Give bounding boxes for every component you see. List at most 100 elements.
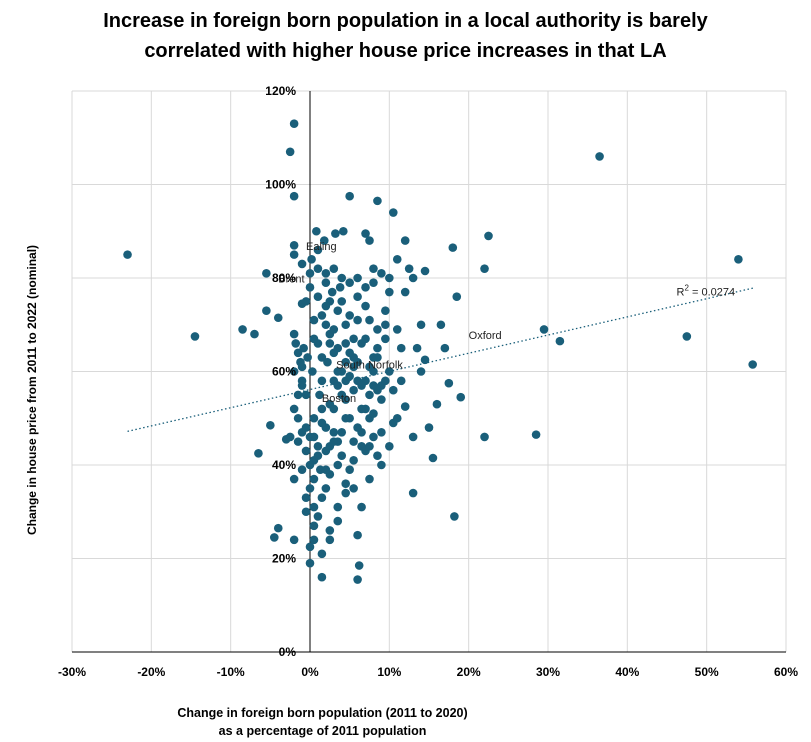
- data-point-20: [291, 339, 301, 348]
- data-point-219: [305, 269, 315, 278]
- data-point-104: [424, 423, 434, 432]
- data-point-126: [309, 413, 319, 423]
- data-point-72: [353, 575, 362, 584]
- data-point-161: [333, 343, 343, 353]
- data-point-10: [273, 523, 283, 533]
- r-squared-label: R2 = 0.0274: [677, 283, 736, 298]
- data-point-58: [335, 283, 345, 292]
- data-point-228: [365, 362, 374, 372]
- data-point-84: [373, 325, 382, 334]
- data-point-111: [450, 512, 459, 521]
- data-point-180: [309, 432, 319, 442]
- data-point-68: [349, 484, 358, 493]
- data-point-220: [297, 259, 307, 269]
- data-point-158: [309, 334, 319, 344]
- data-point-239: [317, 572, 327, 582]
- data-point-224: [333, 367, 343, 376]
- data-point-99: [408, 432, 418, 442]
- data-point-55: [331, 229, 340, 238]
- data-point-93: [392, 325, 402, 334]
- data-point-145: [365, 474, 374, 484]
- x-axis-label-line-1: Change in foreign born population (2011 …: [177, 706, 468, 720]
- data-point-112: [452, 292, 462, 302]
- data-point-1: [190, 332, 200, 341]
- data-point-174: [353, 315, 362, 325]
- y-tick-label-6: 120%: [265, 84, 296, 98]
- data-point-234: [289, 404, 299, 414]
- data-point-132: [357, 404, 366, 414]
- data-point-98: [408, 273, 418, 283]
- data-point-4: [254, 449, 263, 458]
- y-tick-label-2: 40%: [272, 458, 296, 472]
- data-point-116: [484, 231, 493, 241]
- data-point-197: [313, 451, 323, 460]
- data-point-184: [341, 413, 351, 423]
- data-point-108: [440, 343, 450, 353]
- data-point-205: [392, 413, 402, 423]
- data-point-198: [321, 465, 331, 474]
- data-point-179: [301, 423, 311, 432]
- data-point-142: [341, 479, 351, 489]
- data-point-42: [317, 404, 327, 414]
- data-point-50: [325, 526, 335, 535]
- data-point-178: [293, 390, 303, 400]
- data-point-43: [319, 236, 329, 245]
- data-point-143: [349, 456, 358, 465]
- data-point-37: [313, 245, 323, 255]
- data-point-206: [408, 488, 418, 498]
- data-point-125: [301, 390, 311, 400]
- data-point-92: [392, 254, 402, 264]
- data-point-157: [297, 362, 307, 372]
- data-point-226: [349, 334, 358, 344]
- data-point-166: [373, 353, 382, 362]
- data-point-39: [313, 442, 323, 451]
- data-point-75: [361, 229, 370, 238]
- data-point-135: [381, 376, 390, 386]
- data-point-232: [396, 376, 406, 386]
- data-point-0: [123, 250, 132, 259]
- data-point-196: [305, 460, 315, 470]
- data-point-8: [270, 533, 279, 542]
- data-point-117: [531, 430, 541, 439]
- data-point-150: [337, 427, 347, 437]
- chart-title: Increase in foreign born population in a…: [0, 6, 811, 66]
- data-point-28: [303, 353, 312, 362]
- data-point-233: [285, 432, 295, 442]
- tick-labels: -30% -20% -10% 0% 10% 20% 30% 40% 50% 60% 0% 20% 40%…: [58, 84, 798, 679]
- data-point-13: [289, 119, 299, 129]
- data-point-14: [289, 191, 299, 201]
- data-point-137: [301, 446, 311, 456]
- data-point-96: [400, 236, 410, 245]
- data-point-211: [369, 278, 378, 287]
- annotation-3: South Norfolk: [336, 360, 403, 372]
- data-point-78: [365, 236, 374, 245]
- data-point-171: [329, 325, 339, 334]
- data-point-82: [369, 432, 378, 442]
- y-tick-label-0: 0%: [279, 645, 297, 659]
- y-tick-label-4: 80%: [272, 271, 296, 285]
- annotation-2: Oxford: [469, 330, 502, 342]
- data-point-131: [349, 385, 358, 395]
- data-point-86: [377, 460, 386, 470]
- data-point-221: [309, 315, 319, 325]
- x-tick-label-9: 60%: [774, 665, 798, 679]
- data-point-217: [321, 278, 331, 287]
- data-point-123: [748, 360, 757, 369]
- data-point-222: [317, 353, 327, 362]
- data-point-105: [428, 453, 438, 463]
- data-point-9: [273, 313, 283, 323]
- data-point-154: [369, 409, 378, 418]
- data-point-122: [734, 254, 743, 264]
- data-point-71: [353, 530, 362, 540]
- data-point-129: [333, 381, 343, 390]
- data-point-127: [317, 376, 327, 386]
- data-point-12: [285, 147, 295, 157]
- data-point-149: [329, 404, 339, 414]
- data-point-3: [250, 329, 259, 339]
- data-point-7: [266, 420, 275, 430]
- data-point-106: [432, 399, 442, 409]
- data-point-147: [313, 512, 323, 521]
- data-point-119: [555, 336, 565, 346]
- x-tick-label-3: 0%: [301, 665, 319, 679]
- data-point-101: [416, 320, 426, 330]
